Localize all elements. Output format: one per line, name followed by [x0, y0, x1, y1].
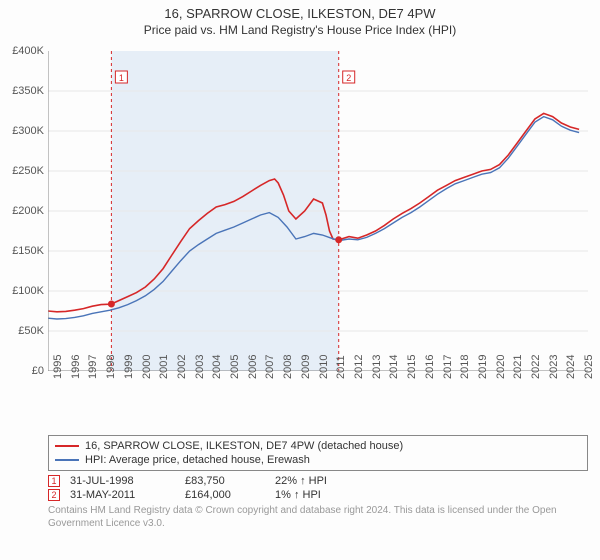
chart-title: 16, SPARROW CLOSE, ILKESTON, DE7 4PW: [0, 0, 600, 21]
chart-subtitle: Price paid vs. HM Land Registry's House …: [0, 21, 600, 43]
legend-label: 16, SPARROW CLOSE, ILKESTON, DE7 4PW (de…: [85, 440, 403, 452]
sale-price: £83,750: [185, 475, 265, 487]
chart-container: £0 £50K £100K £150K £200K £250K £300K £350K £400…: [0, 43, 600, 433]
y-tick-label: £300K: [0, 125, 44, 137]
legend-item: 16, SPARROW CLOSE, ILKESTON, DE7 4PW (de…: [55, 439, 581, 453]
copyright-notice: Contains HM Land Registry data © Crown c…: [48, 505, 588, 530]
legend-swatch: [55, 459, 79, 461]
sale-marker-icon: 1: [48, 475, 60, 487]
y-tick-label: £100K: [0, 285, 44, 297]
svg-text:2: 2: [346, 73, 351, 83]
sales-list: 1 31-JUL-1998 £83,750 22% ↑ HPI 2 31-MAY-2011…: [0, 475, 600, 501]
legend: 16, SPARROW CLOSE, ILKESTON, DE7 4PW (de…: [48, 435, 588, 471]
y-tick-label: £250K: [0, 165, 44, 177]
x-tick-label: 2025: [583, 355, 600, 379]
legend-item: HPI: Average price, detached house, Erew…: [55, 453, 581, 467]
y-tick-label: £0: [0, 365, 44, 377]
y-tick-label: £150K: [0, 245, 44, 257]
sale-price: £164,000: [185, 489, 265, 501]
legend-label: HPI: Average price, detached house, Erew…: [85, 454, 310, 466]
plot-area: 12: [48, 51, 588, 371]
sale-hpi: 22% ↑ HPI: [275, 475, 355, 487]
svg-text:1: 1: [119, 73, 124, 83]
sale-date: 31-MAY-2011: [70, 489, 175, 501]
sale-row: 2 31-MAY-2011 £164,000 1% ↑ HPI: [48, 489, 588, 501]
y-tick-label: £350K: [0, 85, 44, 97]
sale-hpi: 1% ↑ HPI: [275, 489, 355, 501]
y-tick-label: £200K: [0, 205, 44, 217]
sale-date: 31-JUL-1998: [70, 475, 175, 487]
y-tick-label: £400K: [0, 45, 44, 57]
sale-row: 1 31-JUL-1998 £83,750 22% ↑ HPI: [48, 475, 588, 487]
legend-swatch: [55, 445, 79, 447]
y-tick-label: £50K: [0, 325, 44, 337]
sale-marker-icon: 2: [48, 489, 60, 501]
